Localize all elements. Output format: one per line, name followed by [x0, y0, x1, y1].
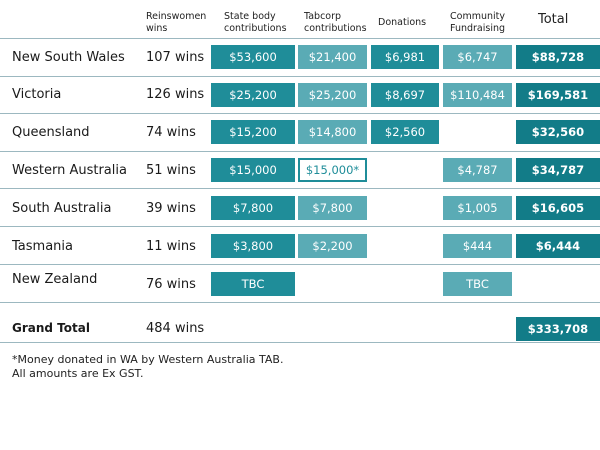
row-state-label: South Australia: [12, 201, 112, 216]
row-wins: 51 wins: [146, 163, 196, 178]
cell-donations: $8,697: [371, 83, 439, 107]
row-state-label: Tasmania: [12, 239, 73, 254]
cell-total: $169,581: [516, 83, 600, 107]
header-community-text: Community Fundraising: [450, 11, 506, 34]
cell-community: TBC: [443, 272, 512, 296]
footnote-wa: *Money donated in WA by Western Australi…: [12, 353, 284, 366]
header-total: Total: [538, 12, 569, 27]
footnote-gst: All amounts are Ex GST.: [12, 367, 144, 380]
row-state-label: Queensland: [12, 125, 90, 140]
row-wins: 126 wins: [146, 87, 205, 102]
cell-state-body: $25,200: [211, 83, 295, 107]
header-wins-text: Reinswomen wins: [146, 11, 207, 34]
divider: [0, 113, 600, 114]
cell-tabcorp-wa-tab: $15,000*: [298, 158, 367, 182]
divider: [0, 151, 600, 152]
cell-total: $88,728: [516, 45, 600, 69]
cell-tabcorp: $7,800: [298, 196, 367, 220]
row-wins: 107 wins: [146, 50, 205, 65]
cell-state-body: $7,800: [211, 196, 295, 220]
divider: [0, 302, 600, 303]
cell-total: $16,605: [516, 196, 600, 220]
divider: [0, 342, 600, 343]
row-state-label: New South Wales: [12, 50, 125, 65]
cell-community: $6,747: [443, 45, 512, 69]
row-wins: 76 wins: [146, 277, 196, 292]
cell-tabcorp: $14,800: [298, 120, 367, 144]
cell-total: $6,444: [516, 234, 600, 258]
row-state-label: New Zealand: [12, 272, 98, 287]
divider: [0, 188, 600, 189]
cell-state-body: $3,800: [211, 234, 295, 258]
cell-tabcorp: $21,400: [298, 45, 367, 69]
header-tabcorp-text: Tabcorp contributions: [304, 11, 367, 34]
grand-total-wins: 484 wins: [146, 321, 205, 336]
cell-tabcorp: $25,200: [298, 83, 367, 107]
divider: [0, 76, 600, 77]
divider: [0, 226, 600, 227]
cell-tabcorp: $2,200: [298, 234, 367, 258]
divider: [0, 264, 600, 265]
cell-community: $110,484: [443, 83, 512, 107]
header-community: Community Fundraising: [450, 11, 505, 35]
cell-community: $4,787: [443, 158, 512, 182]
cell-total: $32,560: [516, 120, 600, 144]
header-state-body-text: State body contributions: [224, 11, 287, 34]
cell-state-body: TBC: [211, 272, 295, 296]
header-state-body: State body contributions: [224, 11, 287, 35]
header-tabcorp: Tabcorp contributions: [304, 11, 367, 35]
row-wins: 74 wins: [146, 125, 196, 140]
row-wins: 11 wins: [146, 239, 196, 254]
row-state-label: Western Australia: [12, 163, 127, 178]
header-total-text: Total: [538, 12, 569, 27]
cell-total: $34,787: [516, 158, 600, 182]
divider: [0, 38, 600, 39]
header-donations-text: Donations: [378, 17, 427, 28]
header-wins: Reinswomen wins: [146, 11, 206, 35]
cell-state-body: $15,200: [211, 120, 295, 144]
cell-state-body: $15,000: [211, 158, 295, 182]
cell-donations: $6,981: [371, 45, 439, 69]
header-donations: Donations: [378, 17, 426, 29]
row-state-label: Victoria: [12, 87, 62, 102]
cell-community: $444: [443, 234, 512, 258]
grand-total-value: $333,708: [516, 317, 600, 341]
cell-donations: $2,560: [371, 120, 439, 144]
cell-community: $1,005: [443, 196, 512, 220]
cell-state-body: $53,600: [211, 45, 295, 69]
row-wins: 39 wins: [146, 201, 196, 216]
grand-total-label: Grand Total: [12, 321, 90, 335]
